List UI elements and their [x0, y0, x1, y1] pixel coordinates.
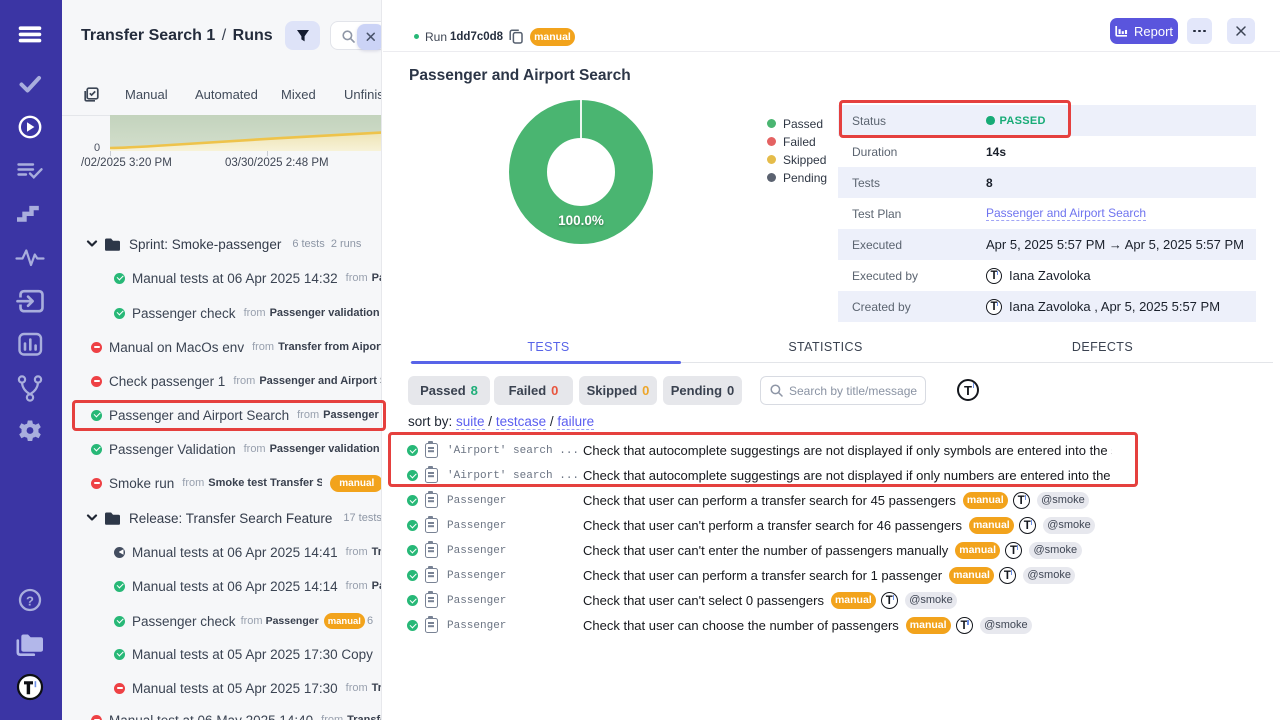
- svg-text:?: ?: [26, 594, 34, 609]
